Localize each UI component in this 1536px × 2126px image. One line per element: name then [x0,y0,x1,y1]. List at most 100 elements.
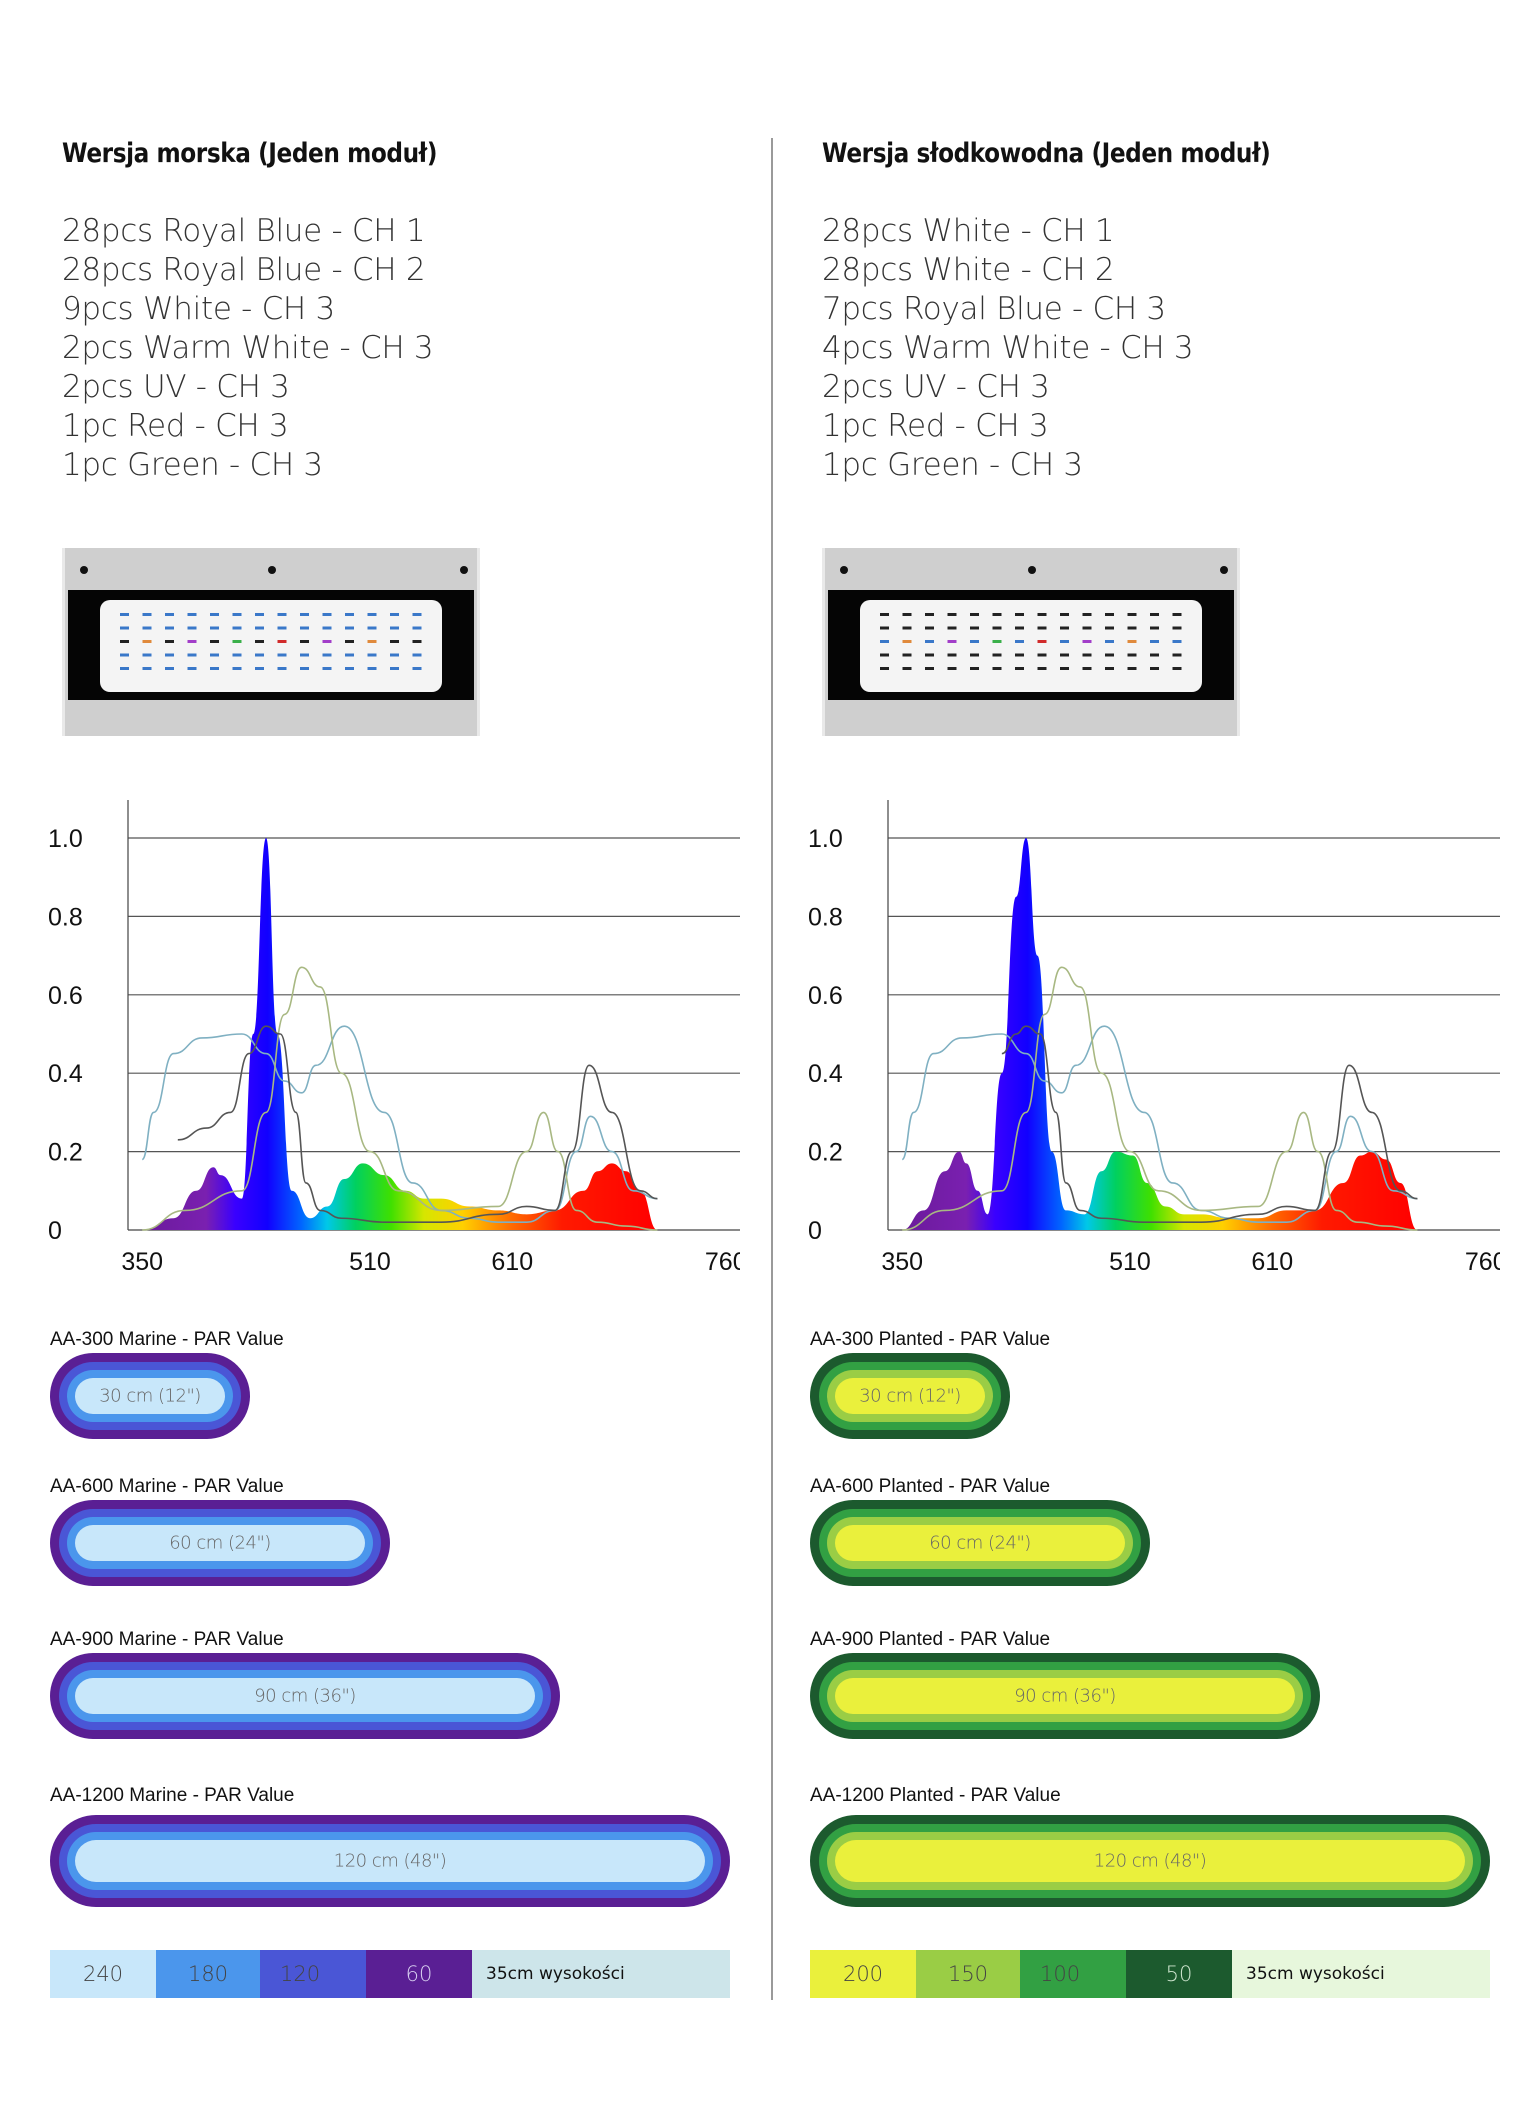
marine-column: Wersja morska (Jeden moduł) 28pcs Royal … [0,0,747,2126]
x-tick-label: 610 [1251,1248,1293,1276]
spectrum-area [902,838,1418,1230]
x-tick-label: 760 [1465,1248,1500,1276]
led-chip [970,640,979,643]
led-chip [1037,653,1047,657]
par-section-title: AA-600 Planted - PAR Value [810,1476,1051,1497]
par-section-title: AA-1200 Planted - PAR Value [810,1785,1061,1806]
led-chip [925,626,934,630]
led-chip [1150,653,1159,657]
led-item: 1pc Green - CH 3 [822,447,1083,483]
led-chip [277,653,287,657]
x-tick-label: 350 [881,1248,923,1276]
led-item: 28pcs White - CH 2 [822,252,1115,288]
led-chip [1127,653,1137,657]
led-chip [300,667,309,670]
pill-size-label: 90 cm (36") [1014,1685,1116,1707]
y-tick-label: 0.8 [48,903,83,931]
led-item: 28pcs Royal Blue - CH 2 [62,252,426,288]
led-chip [1127,667,1137,670]
spectrum-chart: 0 0.2 0.4 0.6 0.8 1.0 350 510 610 760 [800,780,1507,1280]
led-chip [345,613,354,616]
led-chip [1150,626,1159,630]
par-coverage-pill: 120 cm (48") [50,1815,730,1907]
led-chip [255,640,264,643]
led-chip [880,667,889,670]
led-chip [345,653,354,657]
series-line [142,966,658,1231]
led-chip [345,667,354,670]
led-chip [1060,667,1069,670]
y-tick-label: 0.2 [48,1139,83,1167]
par-section-title: AA-1200 Marine - PAR Value [50,1785,295,1806]
par-coverage-pill: 120 cm (48") [810,1815,1490,1907]
led-chip [992,653,1002,657]
led-chip [902,667,912,670]
column-title: Wersja morska (Jeden moduł) [62,138,438,169]
pill-size-label: 120 cm (48") [1093,1850,1207,1872]
spectrum-area [142,838,658,1230]
par-section-title: AA-300 Marine - PAR Value [50,1329,284,1350]
led-chip [187,640,197,643]
led-chip [1172,640,1182,643]
led-chip [187,653,197,657]
led-chip [1082,626,1092,630]
led-chip [412,667,422,670]
led-item: 9pcs White - CH 3 [62,291,335,327]
legend-swatch: 180 [156,1950,260,1998]
led-chip [902,640,912,643]
par-coverage-pill: 60 cm (24") [810,1500,1150,1586]
par-section-title: AA-900 Marine - PAR Value [50,1629,284,1650]
led-chip [947,653,957,657]
led-chip [1172,667,1182,670]
legend-note: 35cm wysokości [1232,1950,1490,1998]
led-chip [925,653,934,657]
led-chip [255,613,264,616]
led-chip [1037,640,1047,643]
par-ring [835,1840,1465,1882]
led-chip [947,667,957,670]
led-chip [1172,626,1182,630]
led-chip [255,653,264,657]
led-chip [300,653,309,657]
led-chip [925,667,934,670]
led-chip [277,613,287,616]
series-line [902,966,1418,1231]
par-section-title: AA-300 Planted - PAR Value [810,1329,1051,1350]
pill-size-label: 120 cm (48") [333,1850,447,1872]
mount-hole [460,566,468,574]
led-chip [1015,640,1024,643]
led-chip [970,653,979,657]
led-chip [880,640,889,643]
led-chip [947,613,957,616]
y-tick-label: 0.6 [48,982,83,1010]
led-chip [232,640,242,643]
led-chip [1105,640,1114,643]
led-chip [390,640,399,643]
led-chip [1105,653,1114,657]
par-coverage-pill: 90 cm (36") [50,1653,560,1739]
led-chip [322,653,332,657]
led-chip [1060,626,1069,630]
y-tick-label: 0.2 [808,1139,843,1167]
led-chip [165,653,174,657]
led-chip [300,613,309,616]
y-tick-label: 1.0 [808,825,843,853]
par-ring [835,1678,1295,1714]
led-chip [1037,626,1047,630]
led-chip [210,667,219,670]
fixture-svg [62,548,480,736]
par-ring [75,1840,705,1882]
led-chip [1037,667,1047,670]
led-chip [880,653,889,657]
led-chip [412,653,422,657]
led-item: 7pcs Royal Blue - CH 3 [822,291,1166,327]
led-chip [992,667,1002,670]
led-chip [390,626,399,630]
led-chip [232,626,242,630]
fixture-edge [62,548,65,736]
led-item: 2pcs Warm White - CH 3 [62,330,434,366]
legend-swatch: 200 [810,1950,916,1998]
led-chip [255,667,264,670]
led-item: 4pcs Warm White - CH 3 [822,330,1194,366]
led-chip [367,653,377,657]
